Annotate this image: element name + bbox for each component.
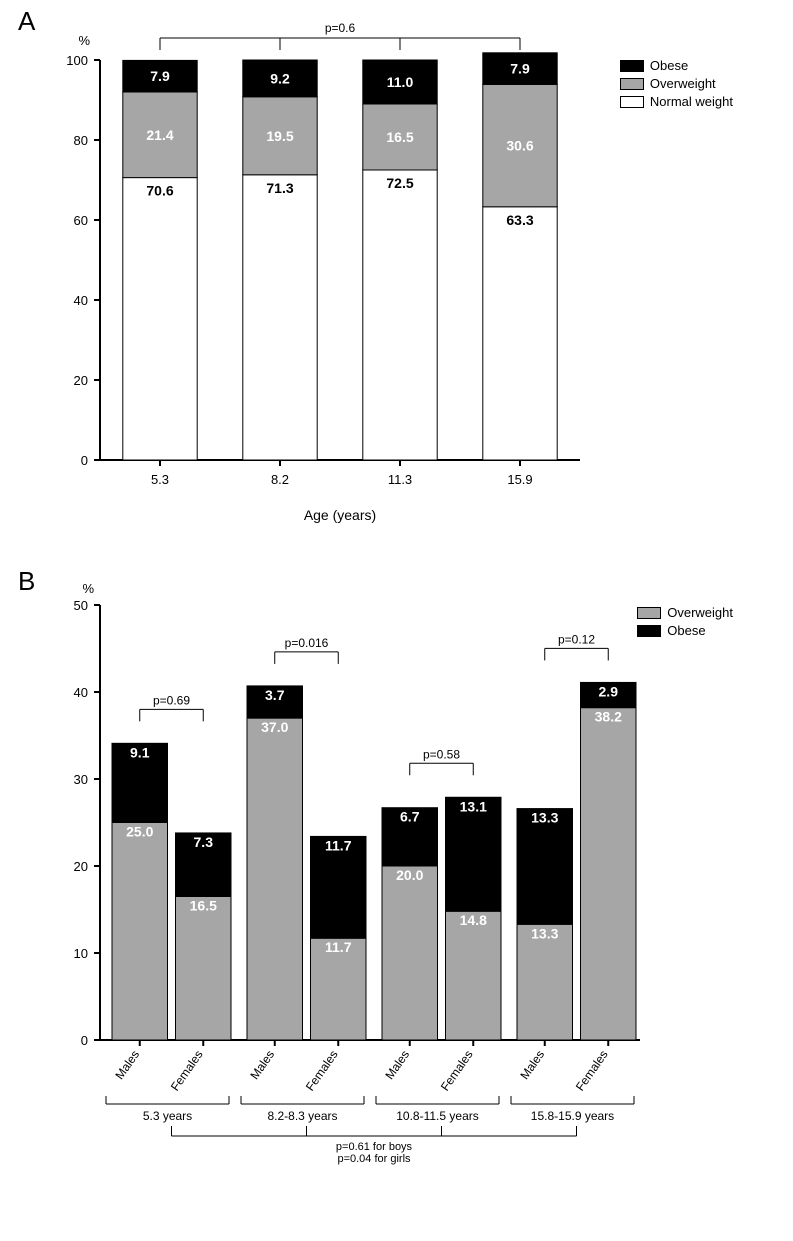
svg-text:63.3: 63.3 bbox=[506, 212, 533, 228]
svg-text:15.9: 15.9 bbox=[507, 472, 532, 487]
svg-text:13.1: 13.1 bbox=[460, 798, 487, 814]
figure: A 020406080100%5.38.211.315.970.621.47.9… bbox=[0, 0, 793, 1241]
svg-text:p=0.6: p=0.6 bbox=[325, 21, 356, 35]
svg-text:50: 50 bbox=[74, 598, 88, 613]
svg-text:Females: Females bbox=[573, 1048, 611, 1094]
legend-label-normal: Normal weight bbox=[650, 94, 733, 109]
svg-text:15.8-15.9 years: 15.8-15.9 years bbox=[531, 1109, 614, 1123]
svg-text:Males: Males bbox=[382, 1048, 412, 1082]
svg-text:80: 80 bbox=[74, 133, 88, 148]
svg-text:60: 60 bbox=[74, 213, 88, 228]
svg-text:10.8-11.5 years: 10.8-11.5 years bbox=[396, 1109, 479, 1123]
svg-text:30.6: 30.6 bbox=[506, 138, 533, 154]
svg-text:3.7: 3.7 bbox=[265, 687, 285, 703]
svg-text:13.3: 13.3 bbox=[531, 810, 558, 826]
svg-text:0: 0 bbox=[81, 1033, 88, 1048]
svg-text:37.0: 37.0 bbox=[261, 719, 288, 735]
legend-label-b-obese: Obese bbox=[667, 623, 705, 638]
svg-text:40: 40 bbox=[74, 685, 88, 700]
legend-box-obese bbox=[620, 60, 644, 72]
legend-label-overweight: Overweight bbox=[650, 76, 716, 91]
svg-text:0: 0 bbox=[81, 453, 88, 468]
legend-box-b-overweight bbox=[637, 607, 661, 619]
svg-text:11.3: 11.3 bbox=[388, 472, 412, 487]
svg-text:20: 20 bbox=[74, 373, 88, 388]
panel-b-legend: Overweight Obese bbox=[637, 605, 733, 641]
svg-text:20: 20 bbox=[74, 859, 88, 874]
svg-text:p=0.69: p=0.69 bbox=[153, 693, 190, 707]
legend-item-b-overweight: Overweight bbox=[637, 605, 733, 620]
svg-text:40: 40 bbox=[74, 293, 88, 308]
svg-text:7.9: 7.9 bbox=[510, 61, 530, 77]
svg-text:100: 100 bbox=[66, 53, 88, 68]
svg-text:Females: Females bbox=[303, 1048, 341, 1094]
svg-text:14.8: 14.8 bbox=[460, 912, 487, 928]
svg-text:11.7: 11.7 bbox=[325, 939, 352, 955]
svg-text:25.0: 25.0 bbox=[126, 824, 153, 840]
svg-text:72.5: 72.5 bbox=[386, 175, 413, 191]
panel-a-legend: Obese Overweight Normal weight bbox=[620, 58, 733, 112]
svg-text:5.3: 5.3 bbox=[151, 472, 169, 487]
svg-text:Females: Females bbox=[438, 1048, 476, 1094]
legend-item-normal: Normal weight bbox=[620, 94, 733, 109]
panel-b-svg: 0 10 20 30 40 50% 25.0 9.1 Males 16.5 7.3 Females 37… bbox=[0, 560, 793, 1241]
legend-item-overweight: Overweight bbox=[620, 76, 733, 91]
legend-label-obese: Obese bbox=[650, 58, 688, 73]
svg-text:Males: Males bbox=[517, 1048, 547, 1082]
svg-text:16.5: 16.5 bbox=[190, 897, 217, 913]
svg-text:p=0.61 for boys: p=0.61 for boys bbox=[336, 1141, 413, 1153]
svg-text:10: 10 bbox=[74, 946, 88, 961]
svg-text:20.0: 20.0 bbox=[396, 867, 423, 883]
svg-text:9.2: 9.2 bbox=[270, 70, 290, 86]
svg-text:p=0.58: p=0.58 bbox=[423, 747, 460, 761]
svg-text:71.3: 71.3 bbox=[266, 180, 293, 196]
svg-text:p=0.016: p=0.016 bbox=[285, 636, 329, 650]
svg-text:8.2-8.3 years: 8.2-8.3 years bbox=[267, 1109, 337, 1123]
legend-label-b-overweight: Overweight bbox=[667, 605, 733, 620]
svg-text:Age (years): Age (years) bbox=[304, 507, 376, 523]
svg-text:p=0.04 for girls: p=0.04 for girls bbox=[337, 1153, 411, 1165]
svg-text:%: % bbox=[78, 33, 90, 48]
svg-text:38.2: 38.2 bbox=[595, 709, 622, 725]
svg-text:7.3: 7.3 bbox=[194, 834, 214, 850]
svg-text:7.9: 7.9 bbox=[150, 68, 170, 84]
svg-text:70.6: 70.6 bbox=[146, 183, 173, 199]
panel-b-label: B bbox=[18, 566, 35, 597]
panel-a-label: A bbox=[18, 6, 35, 37]
legend-box-normal bbox=[620, 96, 644, 108]
svg-text:30: 30 bbox=[74, 772, 88, 787]
legend-item-obese: Obese bbox=[620, 58, 733, 73]
panel-a: A 0 20 40 60 80 100% 5.3 8.2 11.3 15.9 70.6 21.4 7.9… bbox=[0, 0, 793, 560]
legend-item-b-obese: Obese bbox=[637, 623, 733, 638]
svg-text:8.2: 8.2 bbox=[271, 472, 289, 487]
svg-text:%: % bbox=[82, 581, 94, 596]
svg-text:2.9: 2.9 bbox=[599, 683, 619, 699]
svg-text:16.5: 16.5 bbox=[386, 129, 413, 145]
svg-text:Males: Males bbox=[112, 1048, 142, 1082]
svg-text:19.5: 19.5 bbox=[266, 128, 293, 144]
svg-text:Females: Females bbox=[168, 1048, 206, 1094]
svg-text:5.3 years: 5.3 years bbox=[143, 1109, 192, 1123]
svg-text:11.7: 11.7 bbox=[325, 837, 352, 853]
svg-text:Males: Males bbox=[247, 1048, 277, 1082]
svg-text:9.1: 9.1 bbox=[130, 744, 150, 760]
panel-b: B 0 10 20 30 40 50% 25.0 9.1 Males 16.5 7.3 Females… bbox=[0, 560, 793, 1241]
legend-box-b-obese bbox=[637, 625, 661, 637]
svg-text:6.7: 6.7 bbox=[400, 809, 420, 825]
svg-text:13.3: 13.3 bbox=[531, 925, 558, 941]
legend-box-overweight bbox=[620, 78, 644, 90]
svg-text:11.0: 11.0 bbox=[387, 74, 414, 90]
svg-text:21.4: 21.4 bbox=[146, 127, 173, 143]
svg-text:p=0.12: p=0.12 bbox=[558, 632, 595, 646]
